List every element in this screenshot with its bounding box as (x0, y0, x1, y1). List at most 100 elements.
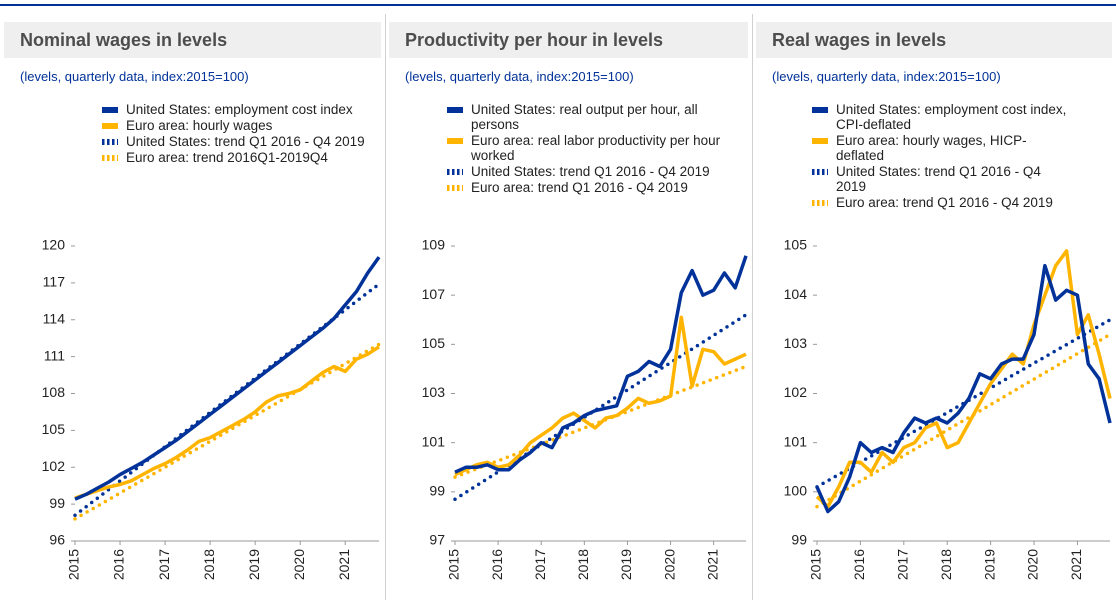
y-tick-label: 99 (429, 483, 445, 499)
y-tick-label: 108 (42, 384, 66, 400)
y-tick-label: 100 (784, 483, 808, 499)
x-tick-label: 2015 (66, 549, 82, 580)
y-tick-label: 104 (784, 286, 808, 302)
x-tick-label: 2017 (895, 549, 911, 580)
x-tick-label: 2019 (246, 549, 262, 580)
y-tick-label: 97 (429, 532, 445, 548)
legend-swatch (102, 155, 118, 161)
legend-item: United States: employment cost index, CP… (810, 102, 1072, 132)
y-tick-label: 105 (42, 421, 66, 437)
legend: United States: employment cost index, CP… (810, 102, 1072, 211)
legend-item: United States: trend Q1 2016 - Q4 2019 (445, 164, 730, 179)
x-tick-label: 2021 (336, 549, 352, 580)
legend-swatch (812, 138, 828, 144)
legend-label: Euro area: hourly wages, HICP-deflated (836, 133, 1027, 163)
legend-swatch (102, 107, 118, 113)
chart: 96 99 102 105 108 111 114 117 120 2015 2016 2017 201… (42, 237, 381, 580)
legend-label: Euro area: real labor productivity per h… (471, 133, 721, 163)
series-line (454, 315, 747, 477)
legend-label: Euro area: hourly wages (126, 118, 273, 133)
legend-item: Euro area: real labor productivity per h… (445, 133, 730, 163)
legend-label: United States: employment cost index, CP… (836, 102, 1067, 132)
legend-label: United States: employment cost index (126, 102, 353, 117)
y-tick-label: 107 (422, 286, 446, 302)
legend-label: United States: trend Q1 2016 - Q4 2019 (471, 164, 710, 179)
panel-header: Productivity per hour in levels (389, 22, 748, 58)
panel-title: Nominal wages in levels (20, 30, 228, 50)
chart: 99 100 101 102 103 104 105 2015 2016 2017 2018 2019… (784, 237, 1112, 580)
legend-item: United States: trend Q1 2016 - Q4 2019 (810, 164, 1072, 194)
series-line (815, 263, 1112, 514)
panel: Productivity per hour in levels (levels, … (385, 0, 752, 603)
y-tick-label: 101 (784, 433, 808, 449)
panel: Real wages in levels (levels, quarterly d… (752, 0, 1116, 603)
x-tick-label: 2015 (446, 549, 462, 580)
y-tick-label: 117 (43, 274, 66, 290)
legend-swatch (102, 139, 118, 145)
x-tick-label: 2019 (981, 549, 997, 580)
x-tick-label: 2017 (532, 549, 548, 580)
y-tick-label: 111 (44, 347, 65, 363)
legend: United States: employment cost index Euro… (100, 102, 375, 166)
x-tick-label: 2015 (808, 549, 824, 580)
legend-item: United States: trend Q1 2016 - Q4 2019 (100, 134, 375, 149)
y-tick-label: 105 (784, 237, 808, 253)
x-tick-label: 2017 (156, 549, 172, 580)
legend-swatch (102, 123, 118, 129)
legend-label: United States: trend Q1 2016 - Q4 2019 (126, 134, 365, 149)
y-tick-label: 99 (791, 532, 807, 548)
panel-header: Real wages in levels (756, 22, 1112, 58)
series-line (74, 345, 380, 500)
y-tick-label: 120 (42, 237, 66, 253)
panel-subtitle: (levels, quarterly data, index:2015=100) (20, 69, 249, 84)
legend-item: Euro area: hourly wages (100, 118, 375, 133)
x-tick-label: 2016 (489, 549, 505, 580)
y-tick-label: 101 (422, 433, 446, 449)
legend-swatch (812, 107, 828, 113)
series-line (454, 255, 748, 474)
trend-line (73, 342, 381, 521)
legend-label: Euro area: trend Q1 2016 - Q4 2019 (836, 195, 1053, 210)
legend-item: United States: real output per hour, all… (445, 102, 730, 132)
x-tick-label: 2018 (938, 549, 954, 580)
panel-title: Real wages in levels (772, 30, 947, 50)
panel: Nominal wages in levels (levels, quarterl… (0, 0, 385, 603)
legend-label: Euro area: trend Q1 2016 - Q4 2019 (471, 180, 688, 195)
x-tick-label: 2020 (1025, 549, 1041, 580)
chart: 97 99 101 103 105 107 109 2015 2016 2017 2018 2019 2… (422, 237, 748, 580)
x-tick-label: 2018 (201, 549, 217, 580)
y-tick-label: 102 (784, 384, 808, 400)
x-tick-label: 2020 (291, 549, 307, 580)
legend-label: Euro area: trend 2016Q1-2019Q4 (126, 150, 328, 165)
y-tick-label: 109 (422, 237, 446, 253)
legend-label: United States: trend Q1 2016 - Q4 2019 (836, 164, 1041, 194)
legend-swatch (447, 107, 463, 113)
trend-line (453, 313, 748, 501)
x-tick-label: 2021 (1068, 549, 1084, 580)
x-tick-label: 2018 (575, 549, 591, 580)
x-tick-label: 2016 (851, 549, 867, 580)
legend-swatch (447, 185, 463, 191)
y-tick-label: 99 (49, 495, 65, 511)
legend-item: Euro area: trend Q1 2016 - Q4 2019 (810, 195, 1072, 210)
y-tick-label: 103 (784, 335, 808, 351)
y-tick-label: 102 (42, 458, 66, 474)
trend-line (815, 332, 1112, 509)
separator (752, 14, 753, 600)
legend-item: Euro area: trend 2016Q1-2019Q4 (100, 150, 375, 165)
x-tick-label: 2020 (661, 549, 677, 580)
legend-item: Euro area: trend Q1 2016 - Q4 2019 (445, 180, 730, 195)
legend-swatch (812, 169, 828, 175)
y-tick-label: 96 (49, 532, 65, 548)
panel-header: Nominal wages in levels (4, 22, 381, 58)
trend-line (73, 282, 381, 517)
legend-swatch (812, 200, 828, 206)
x-tick-label: 2021 (704, 549, 720, 580)
legend-swatch (447, 138, 463, 144)
legend-label: United States: real output per hour, all… (471, 102, 698, 132)
panel-subtitle: (levels, quarterly data, index:2015=100) (772, 69, 1001, 84)
top-rule (0, 4, 1116, 6)
panel-title: Productivity per hour in levels (405, 30, 664, 50)
x-tick-label: 2016 (111, 549, 127, 580)
